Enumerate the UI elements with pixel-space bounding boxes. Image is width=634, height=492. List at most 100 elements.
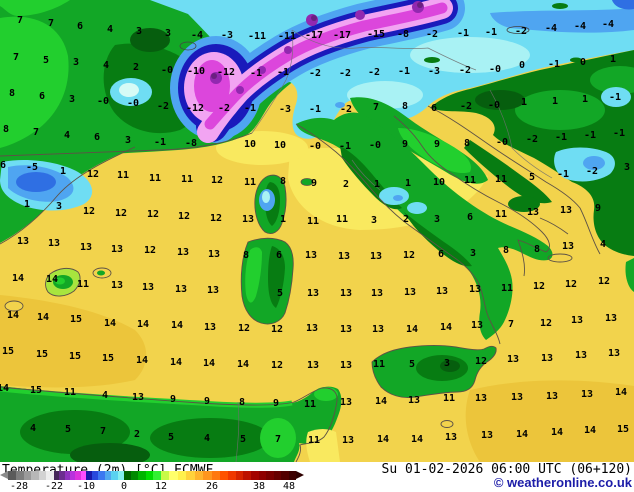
temp-value-label: -2: [340, 104, 352, 115]
temp-value-label: 15: [617, 424, 629, 435]
temp-value-label: 13: [207, 285, 219, 296]
temp-value-label: 7: [100, 426, 106, 437]
temp-value-label: 6: [94, 132, 100, 143]
temp-value-label: 13: [111, 280, 123, 291]
temp-value-label: -0: [489, 64, 501, 75]
temp-value-label: 7: [48, 18, 54, 29]
temp-value-label: -1: [250, 68, 262, 79]
temp-value-label: 13: [371, 288, 383, 299]
temp-value-label: 7: [508, 319, 514, 330]
temp-value-label: -2: [515, 26, 527, 37]
temp-value-label: 13: [340, 324, 352, 335]
apennine-cold-spot-2: [407, 202, 427, 214]
temp-value-label: 15: [69, 351, 81, 362]
temp-value-label: 13: [605, 313, 617, 324]
temp-value-label: 9: [311, 178, 317, 189]
temp-value-label: 13: [581, 389, 593, 400]
temp-value-label: 0: [580, 57, 586, 68]
temp-value-label: 5: [529, 172, 535, 183]
balkans-mid-green-1: [515, 90, 605, 130]
temp-value-label: 13: [306, 323, 318, 334]
temp-value-label: -10: [187, 66, 205, 77]
temp-value-label: 13: [575, 350, 587, 361]
temp-value-label: 13: [404, 287, 416, 298]
temp-value-label: -17: [333, 30, 351, 41]
alps-band-magenta: [204, 2, 448, 130]
lake-balaton: [506, 26, 530, 34]
temp-value-label: 1: [60, 166, 66, 177]
coastlines: [0, 105, 601, 462]
temp-value-label: 13: [48, 238, 60, 249]
green-spot-in-cyan-3: [552, 3, 568, 9]
temp-value-label: -5: [26, 162, 38, 173]
temp-value-label: 12: [83, 206, 95, 217]
temp-value-label: 15: [30, 385, 42, 396]
region-croatia-coast: [464, 140, 552, 204]
italy-apennine-south: [404, 212, 472, 267]
temp-value-label: 5: [409, 359, 415, 370]
temp-value-label: -2: [459, 65, 471, 76]
region-france-bright-west: [0, 16, 69, 149]
balkans-darker: [475, 90, 525, 110]
temp-value-label: -1: [244, 103, 256, 114]
temp-value-label: 14: [440, 322, 452, 333]
temp-value-label: 8: [534, 244, 540, 255]
temp-value-label: 11: [64, 387, 76, 398]
temp-value-label: 12: [238, 323, 250, 334]
temp-value-label: 11: [464, 175, 476, 186]
temp-value-label: 11: [304, 399, 316, 410]
temp-value-label: -1: [555, 132, 567, 143]
temperature-labels-layer: 7 7 6 4 3 3 -4 -3 -11 -11 -17 -17 -15 -8 -2 -1 -1 -2 -4 -4-…: [0, 15, 630, 446]
colorbar-tick-label: 12: [154, 481, 168, 492]
temp-value-label: 8: [464, 138, 470, 149]
colorbar-tick-label: -10: [76, 481, 96, 492]
temp-value-label: 13: [372, 324, 384, 335]
temp-value-label: -8: [397, 29, 409, 40]
temp-value-label: 14: [12, 273, 24, 284]
temp-value-label: 3: [444, 358, 450, 369]
temp-value-label: 10: [244, 139, 256, 150]
temp-value-label: 13: [436, 286, 448, 297]
temp-value-label: 10: [433, 177, 445, 188]
temp-value-label: -0: [369, 140, 381, 151]
temp-value-label: -2: [368, 67, 380, 78]
temp-value-label: 13: [175, 284, 187, 295]
temp-value-label: 13: [307, 360, 319, 371]
temp-value-label: 11: [149, 173, 161, 184]
temp-value-label: 14: [516, 429, 528, 440]
temp-value-label: 3: [56, 201, 62, 212]
temp-value-label: 8: [503, 245, 509, 256]
temp-value-label: 4: [102, 390, 108, 401]
temp-value-label: 6: [276, 250, 282, 261]
temp-value-label: 13: [445, 432, 457, 443]
temp-value-label: -4: [602, 19, 614, 30]
temp-value-label: 13: [608, 348, 620, 359]
temp-value-label: 5: [43, 55, 49, 66]
temp-value-label: 6: [77, 21, 83, 32]
temp-value-label: 8: [402, 101, 408, 112]
temp-value-label: 4: [103, 60, 109, 71]
temp-value-label: -1: [309, 104, 321, 115]
temp-value-label: 12: [598, 276, 610, 287]
temp-value-label: -12: [186, 103, 204, 114]
temp-value-label: 4: [64, 130, 70, 141]
mallorca-bright: [55, 277, 65, 285]
region-italy: [296, 112, 553, 340]
temp-value-label: 1: [24, 199, 30, 210]
forecast-timestamp: Su 01-02-2026 06:00 UTC (06+120): [381, 462, 632, 477]
temp-value-label: 13: [560, 205, 572, 216]
temp-value-label: 1: [280, 214, 286, 225]
temp-value-label: -4: [191, 30, 203, 41]
legend-bar: Temperature (2m) [°C] ECMWF Su 01-02-202…: [0, 462, 634, 492]
alps-purple-cores: [210, 1, 424, 94]
temp-value-label: 13: [370, 251, 382, 262]
temp-value-label: 3: [73, 57, 79, 68]
temp-value-label: 14: [237, 359, 249, 370]
island-ibiza: [4, 300, 24, 312]
temp-value-label: 13: [142, 282, 154, 293]
sardinia-bright-west: [245, 247, 262, 303]
temp-value-label: 3: [165, 28, 171, 39]
temp-value-label: 11: [501, 283, 513, 294]
temp-value-label: 3: [371, 215, 377, 226]
temp-value-label: 13: [342, 435, 354, 446]
